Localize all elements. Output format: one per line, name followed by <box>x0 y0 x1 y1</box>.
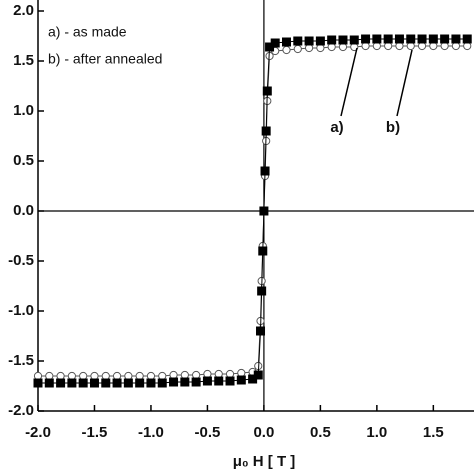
marker <box>258 246 268 256</box>
annotation-arrow <box>340 47 358 117</box>
marker <box>372 34 382 44</box>
marker <box>101 378 111 388</box>
marker <box>123 378 133 388</box>
marker <box>146 378 156 388</box>
marker <box>89 378 99 388</box>
y-tick-label: -1.0 <box>8 302 34 319</box>
marker <box>33 378 43 388</box>
x-tick-label: -0.5 <box>195 424 221 441</box>
marker <box>394 34 404 44</box>
marker <box>225 376 235 386</box>
marker <box>327 35 337 45</box>
legend-label: b) - after annealed <box>48 51 162 67</box>
marker <box>270 38 280 48</box>
y-tick-label: -2.0 <box>8 402 34 419</box>
marker <box>78 378 88 388</box>
marker <box>417 34 427 44</box>
annotation: a) <box>330 119 343 136</box>
annotation: b) <box>386 119 400 136</box>
x-tick-label: -1.5 <box>82 424 108 441</box>
marker <box>338 35 348 45</box>
marker <box>67 378 77 388</box>
marker <box>349 35 359 45</box>
y-tick-label: -0.5 <box>8 252 34 269</box>
y-tick-label: 2.0 <box>13 2 34 19</box>
marker <box>304 36 314 46</box>
marker <box>44 378 54 388</box>
marker <box>135 378 145 388</box>
marker <box>202 376 212 386</box>
x-axis-title: μ₀ H [ T ] <box>233 453 296 470</box>
y-tick-label: 0.0 <box>13 202 34 219</box>
marker <box>383 34 393 44</box>
marker <box>112 378 122 388</box>
marker <box>169 377 179 387</box>
marker <box>282 45 291 55</box>
marker <box>262 86 272 96</box>
marker <box>261 126 271 136</box>
marker <box>293 36 303 46</box>
y-tick-label: 0.5 <box>13 152 34 169</box>
marker <box>257 286 267 296</box>
x-tick-label: 0.0 <box>253 424 274 441</box>
x-tick-label: 0.5 <box>310 424 331 441</box>
marker <box>281 37 291 47</box>
marker <box>406 34 416 44</box>
marker <box>260 166 270 176</box>
marker <box>214 376 224 386</box>
annotation-arrow <box>396 49 413 117</box>
marker <box>315 36 325 46</box>
marker <box>440 34 450 44</box>
y-tick-label: -1.5 <box>8 352 34 369</box>
x-tick-label: -1.0 <box>138 424 164 441</box>
marker <box>361 34 371 44</box>
marker <box>236 375 246 385</box>
legend-label: a) - as made <box>48 24 127 40</box>
marker <box>180 377 190 387</box>
marker <box>462 34 472 44</box>
marker <box>56 378 66 388</box>
y-tick-label: 1.5 <box>13 52 34 69</box>
marker <box>293 44 302 54</box>
x-tick-label: 1.0 <box>366 424 387 441</box>
marker <box>157 378 167 388</box>
marker <box>256 326 266 336</box>
marker <box>451 34 461 44</box>
marker <box>428 34 438 44</box>
marker <box>191 377 201 387</box>
x-tick-label: 1.5 <box>423 424 444 441</box>
marker <box>259 206 269 216</box>
marker <box>253 370 263 380</box>
y-tick-label: 1.0 <box>13 102 34 119</box>
x-tick-label: -2.0 <box>25 424 51 441</box>
